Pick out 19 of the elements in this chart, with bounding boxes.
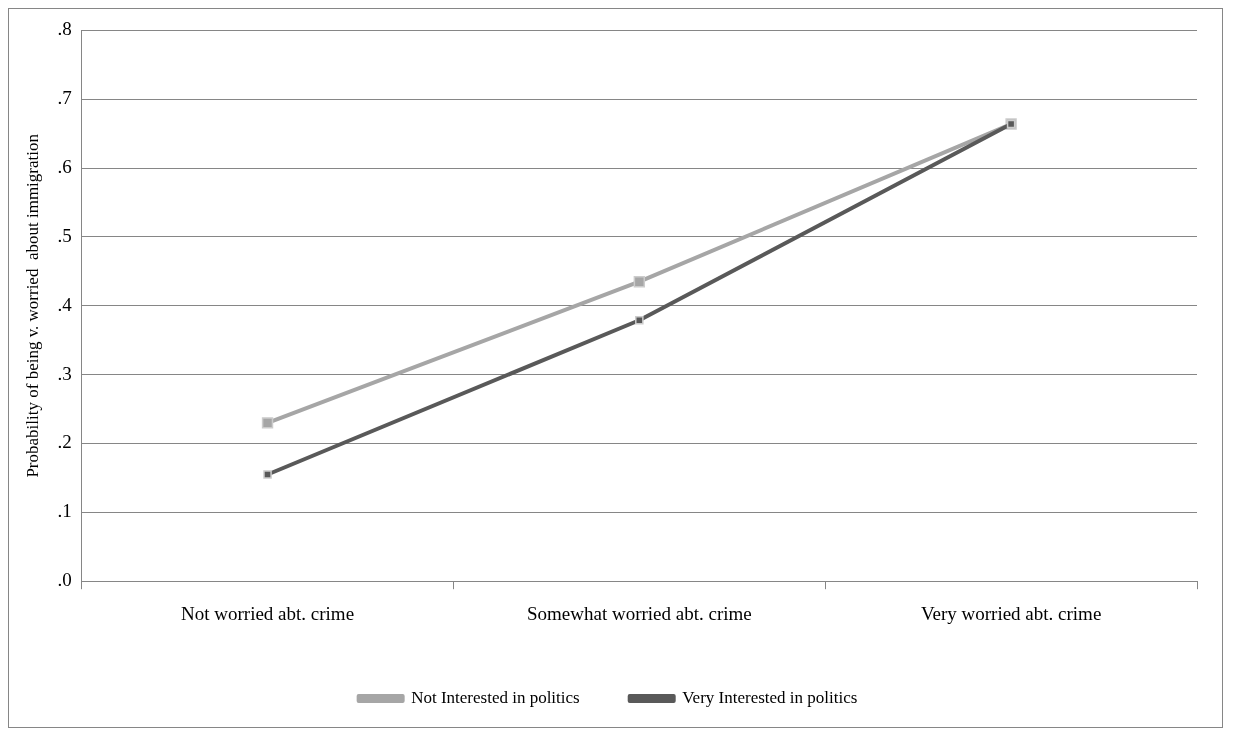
x-tick-label: Not worried abt. crime xyxy=(181,602,355,624)
y-tick-label: .2 xyxy=(57,431,72,453)
y-tick-label: .8 xyxy=(57,18,72,40)
y-tick-label: .7 xyxy=(57,87,72,109)
legend-label: Very Interested in politics xyxy=(682,687,858,707)
point xyxy=(633,276,646,288)
y-tick-label: .0 xyxy=(57,569,72,591)
x-tick-label: Very worried abt. crime xyxy=(920,602,1102,624)
legend-label: Not Interested in politics xyxy=(411,687,580,707)
point xyxy=(635,315,644,325)
x-tick-label: Somewhat worried abt. crime xyxy=(526,602,752,624)
y-tick-label: .6 xyxy=(57,156,72,178)
y-tick-label: .1 xyxy=(57,500,72,522)
y-tick-label: .5 xyxy=(57,224,72,246)
point xyxy=(263,470,272,479)
y-tick-label: .4 xyxy=(57,293,73,315)
y-axis-title: Probability of being v. worried about immigration xyxy=(22,133,42,478)
y-tick-label: .3 xyxy=(57,362,72,384)
point xyxy=(261,417,274,429)
